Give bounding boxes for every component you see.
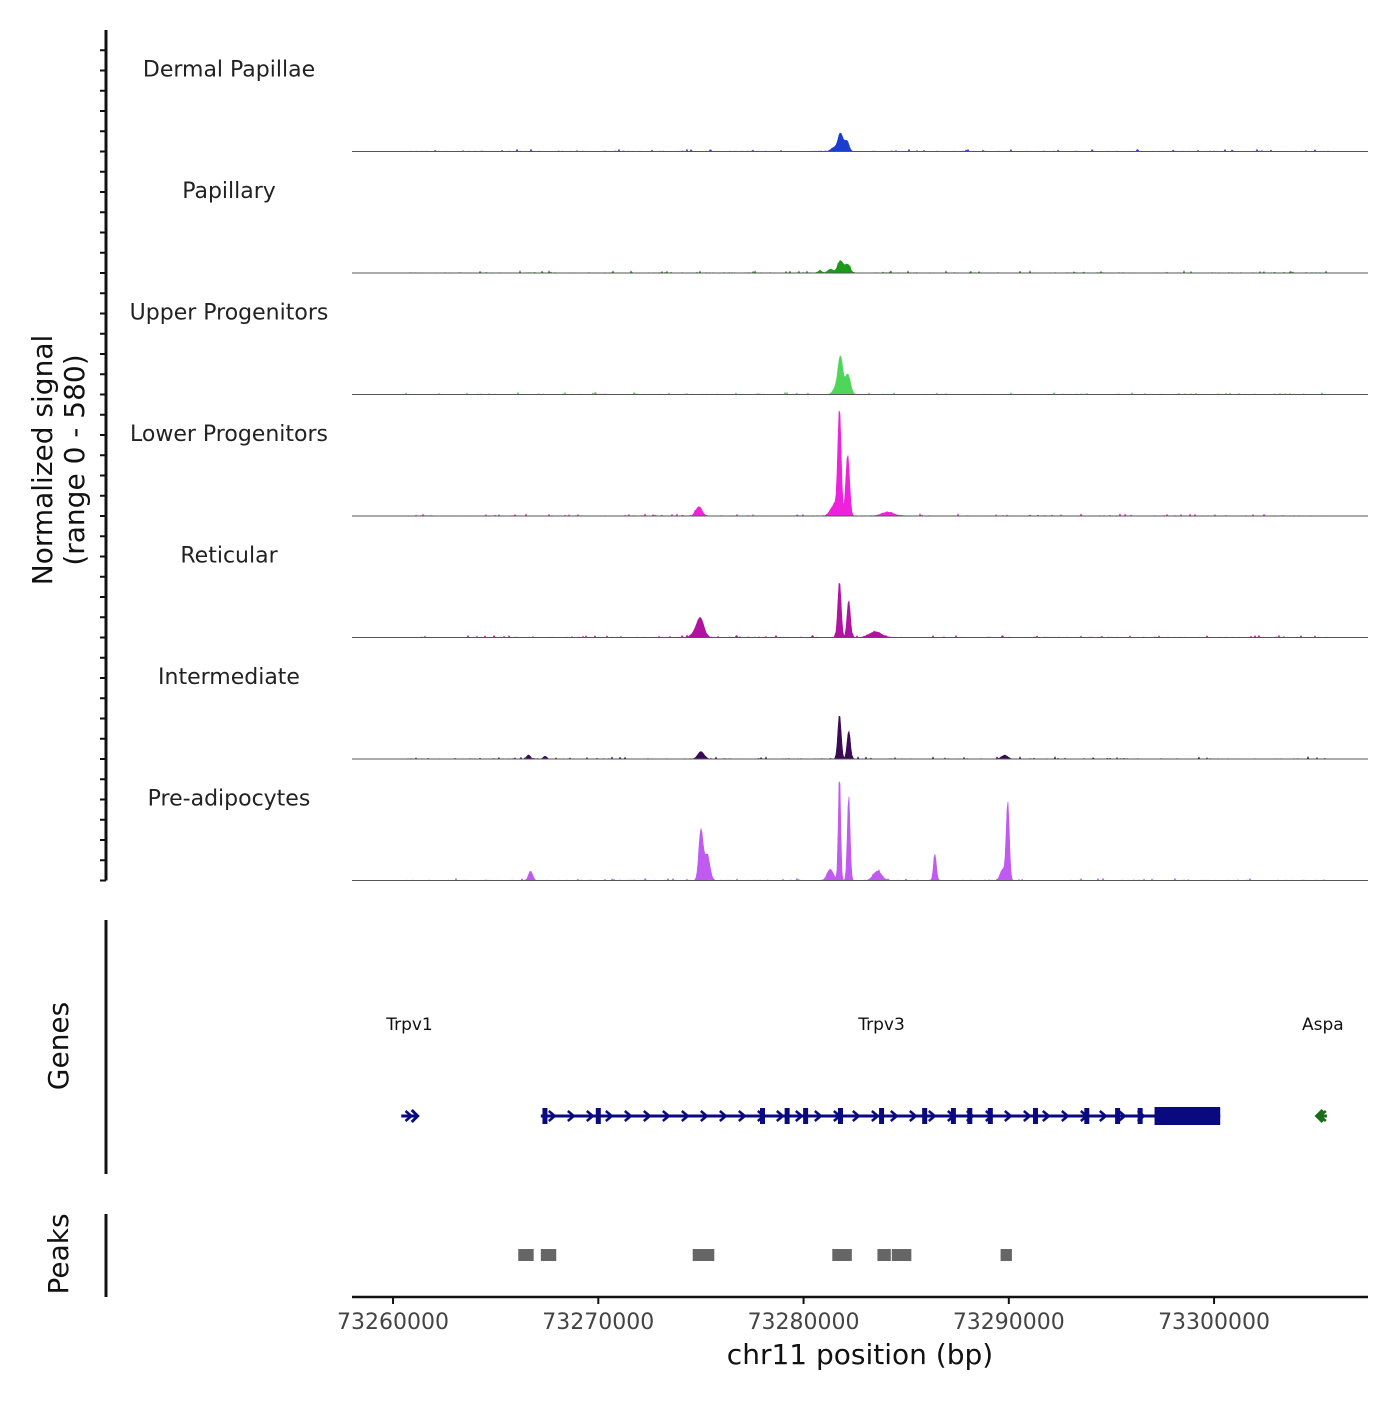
strand-arrow <box>662 1110 671 1122</box>
track-intermediate: Intermediate <box>158 665 1368 760</box>
exon <box>838 1108 844 1124</box>
peak-region <box>891 1249 912 1261</box>
track-label: Papillary <box>182 179 276 204</box>
track-label: Upper Progenitors <box>130 301 329 326</box>
strand-arrow <box>586 1110 595 1122</box>
track-label: Intermediate <box>158 665 300 690</box>
gene-aspa: Aspa <box>1302 1015 1344 1124</box>
peak-region <box>877 1249 891 1261</box>
y-axis-label-line1: Normalized signal <box>26 335 59 586</box>
y-axis-label-line2: (range 0 - 580) <box>58 354 91 565</box>
strand-arrow <box>814 1110 823 1122</box>
strand-arrow <box>719 1110 728 1122</box>
signal-area <box>352 781 1368 882</box>
strand-arrow <box>1042 1110 1051 1122</box>
exon <box>879 1108 885 1124</box>
exon <box>922 1108 928 1124</box>
strand-arrow <box>852 1110 861 1122</box>
exon <box>760 1108 766 1124</box>
signal-area <box>352 410 1368 517</box>
gene-trpv1: Trpv1 <box>385 1015 433 1124</box>
strand-arrow <box>928 1110 937 1122</box>
strand-arrow <box>1061 1110 1070 1122</box>
exon <box>803 1108 809 1124</box>
gene-track: Trpv1 Trpv3 Aspa <box>104 920 1344 1174</box>
peak-track <box>104 1214 1012 1297</box>
signal-area <box>352 715 1368 760</box>
exon <box>784 1108 790 1124</box>
track-label: Lower Progenitors <box>130 422 328 447</box>
x-tick-label: 73290000 <box>953 1310 1065 1335</box>
strand-arrow <box>700 1110 709 1122</box>
peak-region <box>540 1249 557 1261</box>
peak-region <box>1000 1249 1012 1261</box>
strand-arrow <box>548 1110 557 1122</box>
gene-label: Aspa <box>1302 1015 1344 1035</box>
track-dermal-papillae: Dermal Papillae <box>143 58 1368 152</box>
track-label: Reticular <box>180 544 278 569</box>
x-axis-title: chr11 position (bp) <box>727 1338 993 1371</box>
strand-arrow <box>1023 1110 1032 1122</box>
genes-axis-label: Genes <box>42 1002 75 1090</box>
exon <box>1032 1108 1038 1124</box>
strand-arrow <box>605 1110 614 1122</box>
peaks-axis-label: Peaks <box>42 1213 75 1294</box>
exon <box>1115 1108 1121 1124</box>
signal-area <box>352 355 1368 396</box>
track-label: Pre-adipocytes <box>148 787 311 812</box>
strand-arrow <box>1314 1108 1324 1124</box>
signal-tracks: Dermal Papillae Papillary Upper Progenitor… <box>130 58 1368 882</box>
track-upper-progenitors: Upper Progenitors <box>130 301 1368 396</box>
x-axis: 73260000 73270000 73280000 73290000 73300000 <box>337 1295 1368 1335</box>
signal-area <box>352 260 1368 274</box>
exon <box>1137 1108 1143 1124</box>
strand-arrow <box>410 1108 420 1124</box>
track-lower-progenitors: Lower Progenitors <box>130 410 1368 517</box>
strand-arrow <box>643 1110 652 1122</box>
track-reticular: Reticular <box>180 544 1368 638</box>
exon <box>950 1108 956 1124</box>
strand-arrow <box>1317 1110 1327 1122</box>
signal-y-axis <box>100 30 108 882</box>
x-tick-label: 73260000 <box>337 1310 449 1335</box>
track-pre-adipocytes: Pre-adipocytes <box>148 781 1368 882</box>
x-tick-label: 73300000 <box>1158 1310 1270 1335</box>
exon <box>595 1108 601 1124</box>
strand-arrow <box>890 1110 899 1122</box>
coding-block <box>1154 1107 1221 1125</box>
gene-label: Trpv1 <box>385 1015 433 1035</box>
exon <box>542 1108 548 1124</box>
exon <box>967 1108 973 1124</box>
strand-arrow <box>871 1110 880 1122</box>
strand-arrow <box>681 1110 690 1122</box>
signal-area <box>352 132 1368 152</box>
x-tick-label: 73270000 <box>542 1310 654 1335</box>
gene-trpv3: Trpv3 <box>540 1015 1221 1125</box>
strand-arrow <box>1004 1110 1013 1122</box>
strand-arrow <box>795 1110 804 1122</box>
strand-arrow <box>624 1110 633 1122</box>
x-tick-label: 73280000 <box>748 1310 860 1335</box>
gene-label: Trpv3 <box>857 1015 905 1035</box>
track-papillary: Papillary <box>182 179 1368 274</box>
strand-arrow <box>738 1110 747 1122</box>
peak-region <box>692 1249 715 1261</box>
track-label: Dermal Papillae <box>143 58 315 83</box>
strand-arrow <box>404 1110 414 1122</box>
exon <box>1084 1108 1090 1124</box>
exon <box>987 1108 993 1124</box>
strand-arrow <box>1118 1110 1127 1122</box>
strand-arrow <box>909 1110 918 1122</box>
peak-region <box>832 1249 852 1261</box>
strand-arrow <box>567 1110 576 1122</box>
strand-arrow <box>776 1110 785 1122</box>
strand-arrow <box>1099 1110 1108 1122</box>
peak-region <box>518 1249 534 1261</box>
signal-area <box>352 582 1368 638</box>
